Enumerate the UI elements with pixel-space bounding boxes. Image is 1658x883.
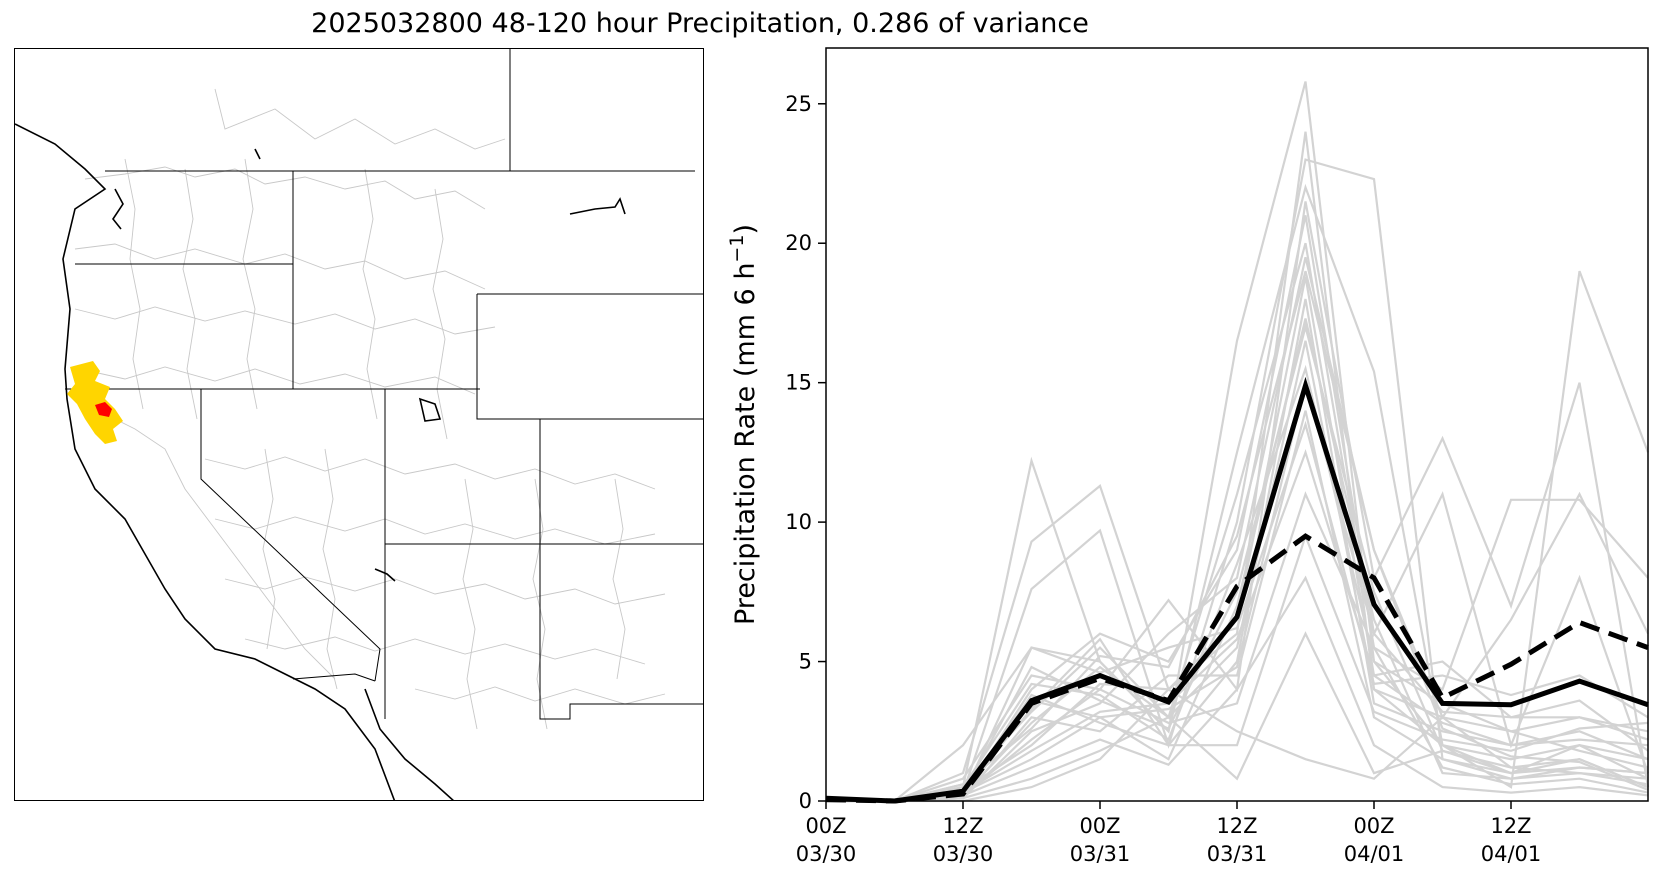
y-tick-label: 25: [785, 92, 812, 116]
ensemble-member-line-4: [826, 183, 1650, 803]
gulf-coast: [364, 688, 454, 800]
x-tick-label-time: 00Z: [805, 814, 846, 838]
ensemble-solid-line: [825, 376, 1649, 804]
border-line: [200, 389, 381, 682]
basin-outline: [124, 158, 144, 410]
member-lines: [826, 81, 1650, 803]
x-tick-label-date: 04/01: [1481, 842, 1542, 866]
puget-sound: [112, 188, 124, 230]
y-tick-label: 5: [799, 650, 812, 674]
lake-outline: [418, 397, 442, 422]
basin-outlines: [74, 88, 666, 730]
x-tick-label-date: 03/31: [1070, 842, 1131, 866]
basin-outline: [84, 166, 486, 210]
basin-outline: [262, 448, 276, 650]
y-tick-label: 10: [785, 510, 812, 534]
state-boundaries: [65, 49, 703, 720]
lake-outline: [374, 568, 396, 582]
basin-outline: [74, 243, 486, 290]
western-us-map: [15, 49, 703, 800]
lake-outline: [569, 197, 626, 215]
basin-outline: [322, 448, 338, 690]
x-tick-label-time: 12Z: [942, 814, 983, 838]
y-tick-label: 15: [785, 371, 812, 395]
x-axis: 00Z 03/30 12Z 03/30 00Z 03/31 12Z 03/31 00Z 04/01…: [796, 801, 1542, 866]
ensemble-member-line-13: [826, 364, 1649, 803]
highlight-area-red: [95, 402, 112, 417]
basin-outline: [79, 366, 476, 395]
coastline: [15, 123, 626, 800]
basin-outline: [242, 158, 258, 410]
basin-outline: [74, 306, 496, 335]
y-axis-label: Precipitation Rate (mm 6 h−1): [726, 224, 761, 625]
basin-outline: [182, 168, 198, 420]
x-tick-label-time: 12Z: [1490, 814, 1531, 838]
map-panel: [14, 48, 704, 801]
basin-outline: [204, 456, 656, 490]
ensemble-dashed-line: [825, 533, 1649, 804]
basin-outline: [462, 478, 478, 730]
basin-outline: [612, 478, 626, 680]
y-axis-label-exponent: −1: [726, 235, 748, 263]
highlight-area-yellow: [67, 361, 123, 444]
x-tick-label-date: 03/31: [1207, 842, 1268, 866]
coastline-path: [15, 123, 396, 800]
x-tick-label-time: 12Z: [1216, 814, 1257, 838]
lake-outline: [254, 148, 261, 160]
basin-outline: [94, 408, 336, 680]
x-tick-label-time: 00Z: [1353, 814, 1394, 838]
x-tick-label-date: 04/01: [1344, 842, 1405, 866]
y-tick-label: 20: [785, 231, 812, 255]
ensemble-lines: [825, 376, 1649, 804]
x-tick-label-time: 00Z: [1079, 814, 1120, 838]
y-axis: 0 5 10 15 20 25: [785, 92, 826, 813]
y-tick-label: 0: [799, 789, 812, 813]
border-line: [476, 294, 703, 420]
basin-outline: [432, 188, 448, 440]
highlight-region: [67, 361, 123, 444]
y-axis-label-suffix: ): [730, 224, 761, 235]
ensemble-member-line-1: [826, 81, 1649, 803]
basin-outline: [214, 88, 506, 150]
x-tick-label-date: 03/30: [933, 842, 994, 866]
border-line: [292, 673, 376, 682]
border-line: [539, 419, 703, 720]
ensemble-member-line-3: [826, 158, 1649, 803]
basin-outline: [362, 168, 378, 420]
ensemble-member-line-23: [826, 270, 1649, 803]
basin-outline: [244, 636, 646, 665]
basin-outline: [532, 478, 548, 730]
ensemble-member-line-9: [826, 276, 1649, 803]
basin-outline: [214, 516, 656, 545]
y-axis-label-main: Precipitation Rate (mm 6 h: [730, 263, 761, 625]
figure-title: 2025032800 48-120 hour Precipitation, 0.…: [311, 8, 1089, 39]
basin-outline: [224, 576, 666, 605]
x-tick-label-date: 03/30: [796, 842, 857, 866]
ensemble-member-line-24: [826, 382, 1649, 803]
